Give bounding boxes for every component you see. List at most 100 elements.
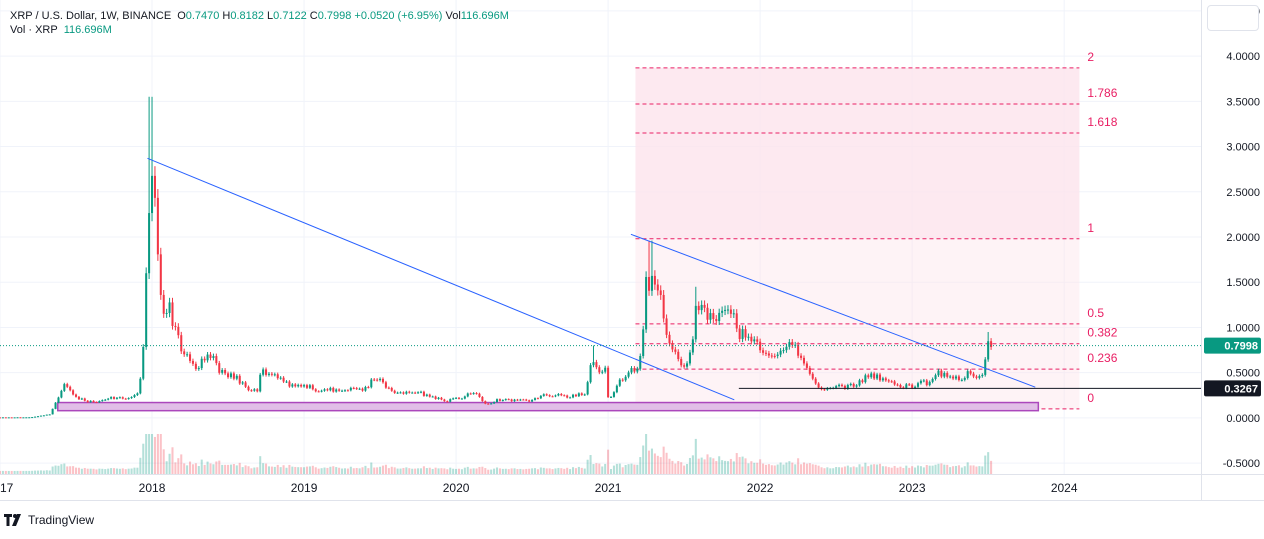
volume-bar [311,465,314,474]
candle-body [118,397,121,399]
volume-bar [352,468,355,474]
volume-bar [802,462,806,474]
candle-body [931,378,934,382]
volume-bar [525,468,528,474]
candle-body [864,375,867,383]
candle-body [618,379,621,386]
volume-bar [864,462,867,474]
volume-bar [124,469,127,474]
candle-body [785,346,788,351]
candle-body [203,358,206,361]
volume-bar [180,454,183,474]
x-tick-label: 2017 [0,481,14,495]
candle-body [42,415,45,417]
volume-bar [305,466,308,474]
candle-body [329,387,332,391]
volume-bar [867,466,870,474]
candle-body [425,394,428,396]
volume-bar [563,468,566,474]
trendline [630,233,1036,388]
candle-body [653,275,656,285]
candle-body [668,334,671,344]
volume-bar [861,466,864,474]
volume-bar [878,463,882,474]
candle-body [873,373,876,379]
candle-body [741,329,744,339]
legend-close-value: 0.7998 [317,10,352,22]
candles [0,96,993,419]
volume-bar [905,465,908,474]
candle-body [165,313,168,315]
volume-bar [297,467,300,474]
volume-bar [715,461,718,474]
last-price-badge [1204,337,1261,354]
volume-bar [843,466,846,474]
volume-bar [791,462,794,474]
volume-bar [127,468,130,474]
volume-bar [45,470,48,474]
candle-body [285,381,288,383]
x-tick-label: 2018 [139,481,166,495]
support-price-badge [1204,380,1261,397]
candle-body [332,387,335,392]
candle-body [636,368,639,372]
x-tick-label: 2021 [595,481,622,495]
tradingview-brand-name: TradingView [28,513,95,527]
chart-settings-button[interactable] [1207,5,1259,31]
candle-body [650,275,653,291]
candle-body [592,362,595,366]
candle-body [25,417,28,419]
candle-body [536,398,539,400]
volume-bar [580,467,583,474]
volume-bar [680,462,683,474]
candle-body [867,375,870,378]
candle-body [911,384,914,388]
volume-bar [668,458,671,474]
volume-bar [279,467,282,474]
volume-bar [846,465,849,474]
candle-body [127,398,130,400]
candle-body [352,387,355,389]
volume-bar [308,466,311,474]
volume-bar [741,456,744,474]
candle-body [200,358,203,369]
candle-body [472,393,475,395]
volume-bar [571,467,575,474]
candle-body [607,367,610,398]
candle-body [548,395,551,397]
candle-body [823,389,826,391]
volume-bar [531,468,534,474]
candle-body [756,339,759,342]
volume-bar [823,468,826,474]
volume-bar [858,464,861,474]
candle-body [308,385,311,388]
volume-bar [873,464,876,474]
candle-body [151,175,154,214]
volume-bar [738,457,741,474]
candle-body [95,402,98,404]
candle-body [916,383,920,387]
volume-bar [612,465,615,474]
volume-bar [990,460,993,474]
candle-body [718,312,721,322]
volume-bar [86,468,89,474]
volume-bar [639,457,642,474]
candle-body [712,313,715,320]
candle-body [639,356,642,369]
y-tick-label: 3.5000 [1226,96,1260,108]
volume-bar [115,468,118,474]
candle-body [446,401,449,403]
volume-bar [212,464,215,474]
volume-bar [604,463,607,474]
candle-body [288,381,291,387]
candle-body [659,290,662,295]
candle-body [291,384,294,387]
candle-body [0,417,2,419]
volume-bar [259,456,262,474]
candle-body [265,369,268,375]
volume-bar [747,463,750,474]
candle-body [574,394,577,397]
volume-bar [256,467,259,474]
